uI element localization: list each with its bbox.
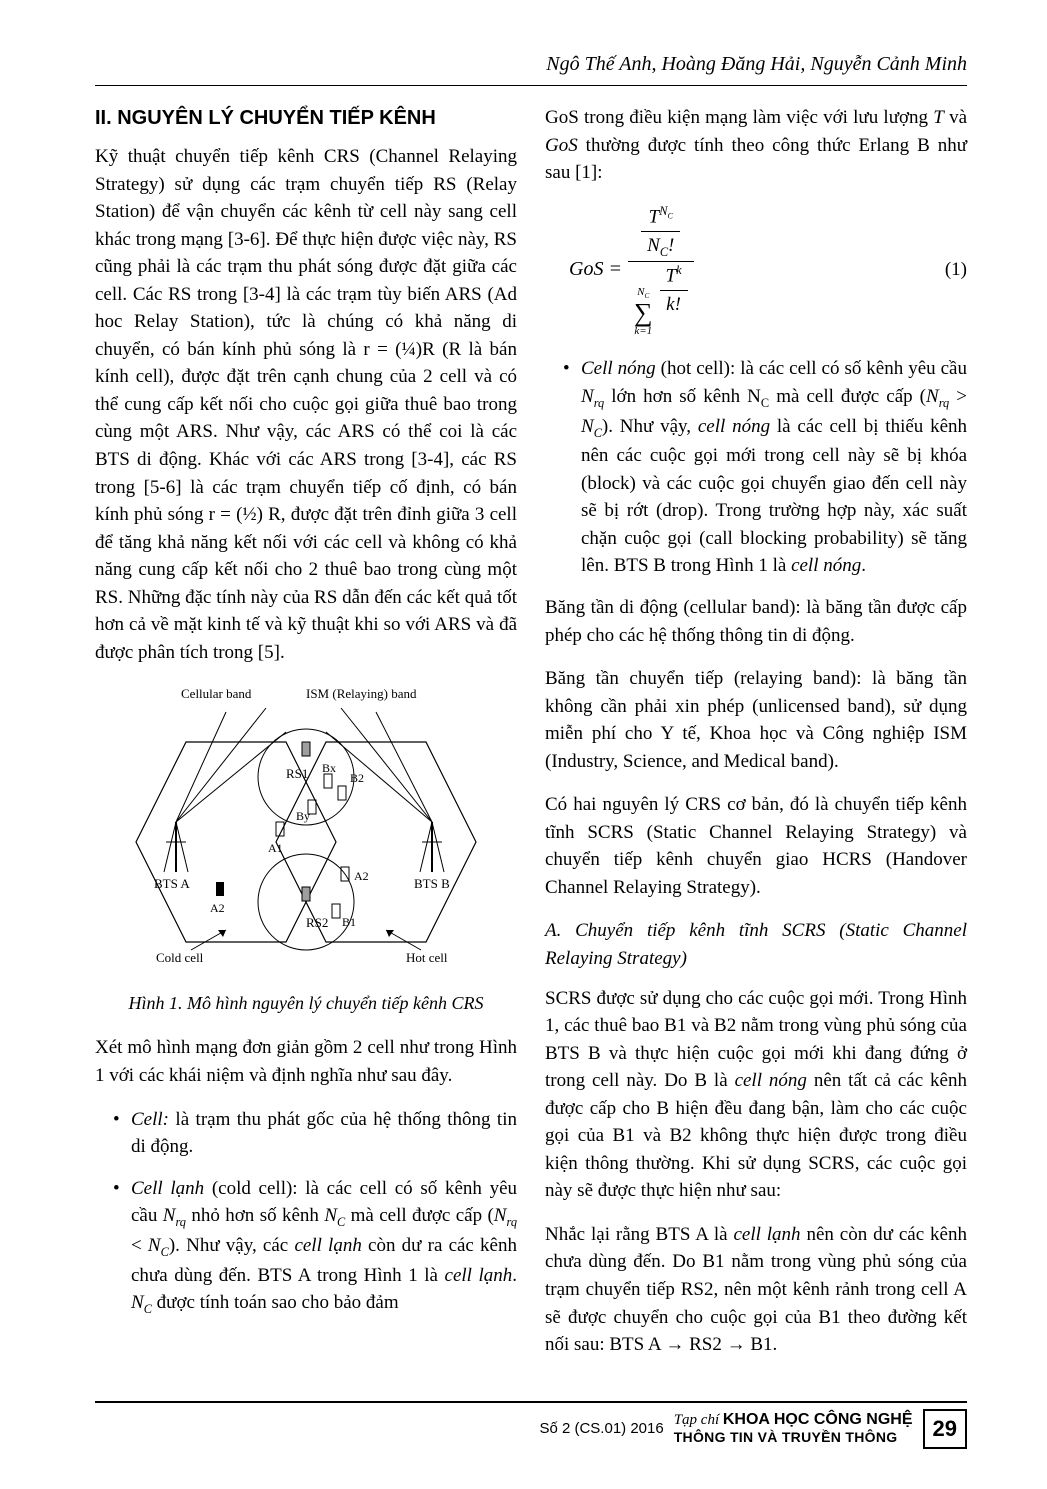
def-hot-a: (hot cell): là các cell có số kênh yêu c… xyxy=(656,358,967,379)
page-footer: Số 2 (CS.01) 2016 Tạp chí KHOA HỌC CÔNG … xyxy=(95,1401,967,1449)
fig-label-bts-b: BTS B xyxy=(414,876,450,891)
equation-1: GoS = TNC NC! NC ∑ k=1 xyxy=(545,203,967,338)
def-cold-c: mà cell được cấp ( xyxy=(345,1205,494,1226)
footer-journal-sub: THÔNG TIN VÀ TRUYỀN THÔNG xyxy=(674,1429,898,1445)
definitions-list-left: Cell: là trạm thu phát gốc của hệ thống … xyxy=(95,1106,517,1319)
fig-label-rs1: RS1 xyxy=(286,766,308,781)
def-cold-e: cell lạnh xyxy=(294,1235,361,1256)
fig-label-by: By xyxy=(296,809,310,823)
fig-label-bx: Bx xyxy=(322,761,336,775)
fig-label-cold-cell: Cold cell xyxy=(156,950,204,965)
scrs2-a: Nhắc lại rằng BTS A là xyxy=(545,1224,733,1245)
gos-intro: GoS trong điều kiện mạng làm việc với lư… xyxy=(545,104,967,187)
def-cell: Cell: là trạm thu phát gốc của hệ thống … xyxy=(113,1106,517,1161)
intro-paragraph: Kỹ thuật chuyển tiếp kênh CRS (Channel R… xyxy=(95,143,517,666)
footer-rule xyxy=(95,1401,967,1403)
scrs-paragraph-1: SCRS được sử dụng cho các cuộc gọi mới. … xyxy=(545,985,967,1205)
page-number-badge: 29 xyxy=(923,1409,967,1449)
def-hot-b: lớn hơn số kênh N xyxy=(604,386,761,407)
fig-label-a2: A2 xyxy=(210,901,225,915)
fig-label-b2: B2 xyxy=(350,771,364,785)
figure-crs-diagram: Cellular band ISM (Relaying) band RS1 RS… xyxy=(116,682,496,982)
def-hot-label: Cell nóng xyxy=(581,358,656,379)
relaying-band-paragraph: Băng tần chuyển tiếp (relaying band): là… xyxy=(545,665,967,775)
def-hot-c: mà cell được cấp ( xyxy=(769,386,926,407)
def-cold-cell: Cell lạnh (cold cell): là các cell có số… xyxy=(113,1175,517,1319)
def-cold-b: nhỏ hơn số kênh xyxy=(186,1205,324,1226)
def-hot-g: cell nóng xyxy=(791,555,861,576)
footer-journal-top: KHOA HỌC CÔNG NGHỆ xyxy=(723,1411,913,1428)
def-cold-label: Cell lạnh xyxy=(131,1178,204,1199)
footer-tapchi: Tạp chí xyxy=(674,1412,719,1428)
left-column: II. NGUYÊN LÝ CHUYỂN TIẾP KÊNH Kỹ thuật … xyxy=(95,104,517,1375)
def-cell-text: là trạm thu phát gốc của hệ thống thông … xyxy=(131,1109,517,1158)
fig-label-a1: A1 xyxy=(268,841,283,855)
scrs2-b: cell lạnh xyxy=(733,1224,800,1245)
fig-label-b1: B1 xyxy=(342,915,356,929)
def-hot-e: cell nóng xyxy=(698,416,770,437)
fig-label-cellular-band: Cellular band xyxy=(181,686,252,701)
def-hot-d: ). Như vậy, xyxy=(602,416,698,437)
section-heading: II. NGUYÊN LÝ CHUYỂN TIẾP KÊNH xyxy=(95,104,517,133)
def-hot-cell: Cell nóng (hot cell): là các cell có số … xyxy=(563,355,967,580)
header-rule xyxy=(95,85,967,86)
two-crs-paragraph: Có hai nguyên lý CRS cơ bản, đó là chuyể… xyxy=(545,791,967,901)
def-cell-label: Cell: xyxy=(131,1109,169,1130)
def-cold-i: được tính toán sao cho bảo đảm xyxy=(152,1292,399,1313)
figure-caption: Hình 1. Mô hình nguyên lý chuyển tiếp kê… xyxy=(95,990,517,1016)
fig-label-ism-band: ISM (Relaying) band xyxy=(306,686,417,701)
fig-label-hot-cell: Hot cell xyxy=(406,950,448,965)
footer-journal: Tạp chí KHOA HỌC CÔNG NGHỆ THÔNG TIN VÀ … xyxy=(674,1411,913,1446)
header-authors: Ngô Thế Anh, Hoàng Đăng Hải, Nguyễn Cảnh… xyxy=(95,50,967,79)
subsection-a-heading: A. Chuyển tiếp kênh tĩnh SCRS (Static Ch… xyxy=(545,917,967,972)
fig-label-bts-a: BTS A xyxy=(154,876,190,891)
def-cold-h: . xyxy=(512,1265,517,1286)
definitions-list-right: Cell nóng (hot cell): là các cell có số … xyxy=(545,355,967,580)
footer-issue: Số 2 (CS.01) 2016 xyxy=(539,1418,663,1440)
cellular-band-paragraph: Băng tần di động (cellular band): là băn… xyxy=(545,594,967,649)
right-column: GoS trong điều kiện mạng làm việc với lư… xyxy=(545,104,967,1375)
fig-label-rs2: RS2 xyxy=(306,915,328,930)
def-cold-g: cell lạnh xyxy=(445,1265,513,1286)
fig-label-a2-right: A2 xyxy=(354,869,369,883)
def-hot-f: là các cell bị thiếu kênh nên các cuộc g… xyxy=(581,416,967,577)
model-intro-paragraph: Xét mô hình mạng đơn giản gồm 2 cell như… xyxy=(95,1034,517,1089)
two-column-layout: II. NGUYÊN LÝ CHUYỂN TIẾP KÊNH Kỹ thuật … xyxy=(95,104,967,1375)
scrs-paragraph-2: Nhắc lại rằng BTS A là cell lạnh nên còn… xyxy=(545,1221,967,1359)
def-cold-d: ). Như vậy, các xyxy=(169,1235,295,1256)
eq-number: (1) xyxy=(945,256,967,284)
